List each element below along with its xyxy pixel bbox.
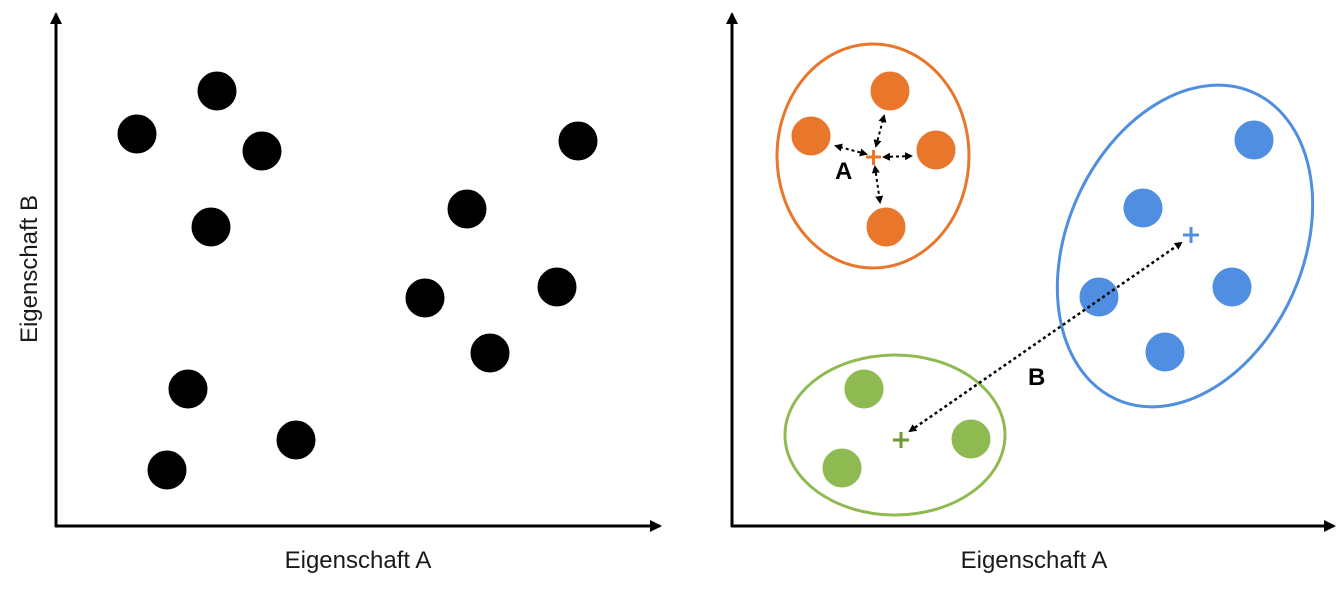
- blue-point: [1142, 329, 1188, 375]
- green-point: [819, 445, 865, 491]
- blue-point: [1231, 117, 1277, 163]
- left-point: [194, 68, 240, 114]
- blue-cluster-ellipse: [1055, 83, 1315, 409]
- left-x-axis-label: Eigenschaft A: [284, 547, 432, 574]
- blue-point: [1120, 185, 1166, 231]
- right-x-axis-label: Eigenschaft A: [960, 547, 1108, 574]
- distance-arrow: [834, 143, 868, 157]
- left-points: [114, 68, 601, 493]
- green-centroid-icon: [893, 432, 909, 448]
- blue-centroid-icon: [1183, 227, 1199, 243]
- orange-points: [788, 68, 959, 250]
- distance-arrow: [873, 114, 887, 148]
- intra-cluster-distances: [834, 114, 913, 204]
- left-point: [165, 366, 211, 412]
- orange-cluster-ellipse: [775, 42, 971, 270]
- left-point: [444, 186, 490, 232]
- distance-arrow: [871, 165, 884, 204]
- inter-distance-label: B: [1028, 364, 1046, 391]
- left-point: [114, 111, 160, 157]
- inter-cluster-distance: [908, 241, 1183, 433]
- left-point: [239, 128, 285, 174]
- left-point: [555, 118, 601, 164]
- left-point: [534, 264, 580, 310]
- green-points: [819, 366, 994, 491]
- orange-point: [788, 113, 834, 159]
- distance-arrow: [882, 152, 913, 161]
- y-axis-label: Eigenschaft B: [16, 194, 43, 344]
- orange-point: [913, 127, 959, 173]
- orange-point: [867, 68, 913, 114]
- blue-point: [1076, 274, 1122, 320]
- orange-centroid-icon: [866, 150, 881, 165]
- left-point: [467, 330, 513, 376]
- left-point: [144, 447, 190, 493]
- green-point: [948, 416, 994, 462]
- left-point: [273, 417, 319, 463]
- left-point: [188, 204, 234, 250]
- left-point: [402, 275, 448, 321]
- green-cluster-ellipse: [783, 353, 1007, 517]
- blue-point: [1209, 264, 1255, 310]
- orange-point: [863, 204, 909, 250]
- intra-distance-label: A: [835, 158, 853, 185]
- green-point: [841, 366, 887, 412]
